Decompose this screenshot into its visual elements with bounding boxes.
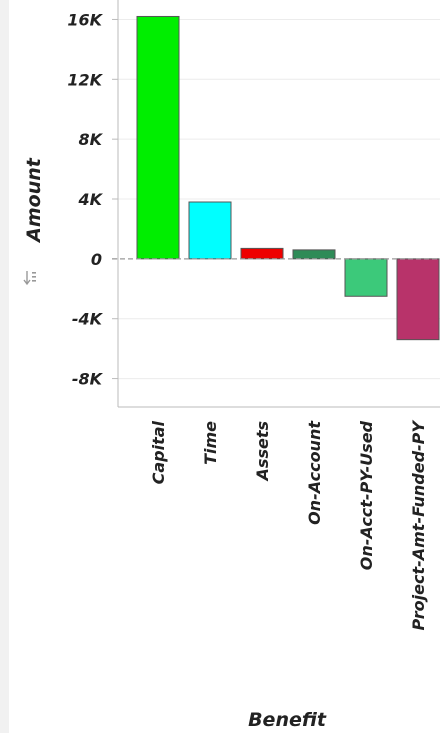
x-tick-label: Project-Amt-Funded-PY <box>409 420 428 631</box>
bar-project-amt-funded-py[interactable] <box>396 258 440 341</box>
y-tick-label: 4K <box>77 190 103 209</box>
bar-assets[interactable] <box>240 247 284 260</box>
y-tick-label: -8K <box>72 370 104 389</box>
x-tick-label: On-Acct-PY-Used <box>357 420 376 570</box>
y-tick-label: -4K <box>72 310 104 329</box>
x-tick-label: Capital <box>149 420 168 484</box>
bar-on-acct-py-used[interactable] <box>344 258 388 297</box>
y-tick-label: 12K <box>67 70 103 89</box>
x-tick-label: Assets <box>253 421 272 482</box>
y-tick-label: 0 <box>91 250 102 269</box>
y-axis-title: Amount <box>23 157 45 244</box>
sort-icon[interactable] <box>23 270 37 286</box>
bars <box>136 15 440 341</box>
axes <box>112 0 440 408</box>
y-tick-labels: 16K 12K 8K 4K 0 -4K -8K <box>67 10 103 388</box>
y-tick-label: 8K <box>78 130 103 149</box>
left-panel-strip <box>0 0 9 733</box>
bar-on-account[interactable] <box>292 249 336 260</box>
x-tick-label: On-Account <box>305 420 324 525</box>
bar-time[interactable] <box>188 201 232 260</box>
x-tick-label: Time <box>201 421 220 465</box>
x-axis-title: Benefit <box>248 709 327 731</box>
x-tick-labels: Capital Time Assets On-Account On-Acct-PY-Us… <box>149 420 428 631</box>
y-tick-label: 16K <box>67 10 103 29</box>
bar-capital[interactable] <box>136 15 180 260</box>
